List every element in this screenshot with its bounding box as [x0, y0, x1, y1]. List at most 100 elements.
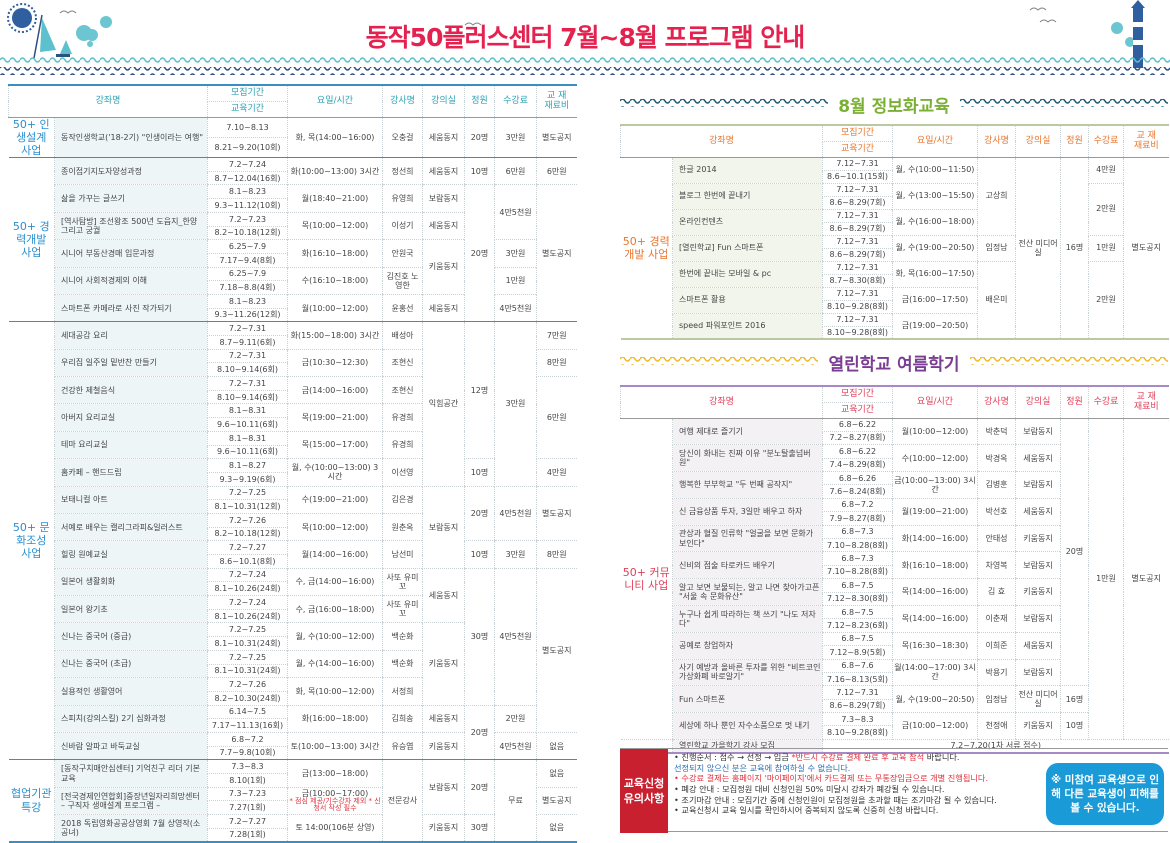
fee-cell: 2만원: [1088, 261, 1124, 340]
recruit-period: 6.8~7.3: [822, 551, 893, 566]
header-fee: 수강료: [1088, 386, 1124, 419]
edu-period: 7.27(1회): [207, 800, 288, 816]
schedule-cell: 수, 금(16:00~18:00): [287, 595, 383, 624]
schedule-cell: 수(16:10~18:00): [287, 267, 383, 295]
room-cell: 익힘공간: [422, 321, 465, 487]
category-cell: 협업기관 특강: [8, 759, 55, 843]
table-row-sub: 8.10(1회): [9, 773, 577, 788]
teacher-cell: 유승엽: [382, 732, 423, 761]
schedule-cell: 수(10:00~12:00): [892, 444, 978, 473]
course-name: 우리집 일주일 밑반찬 만들기: [54, 349, 208, 378]
course-name: 2018 독립영화공공상영회 7월 상영작(소공녀): [54, 814, 208, 843]
table-row: 당신이 화내는 진짜 이유 "분노탈출넘버원" 6.8~6.22 수(10:00~1…: [621, 444, 1169, 473]
schedule-cell: 화(16:10~18:00): [892, 551, 978, 580]
course-name: 일본어 왕기초: [54, 595, 208, 624]
teacher-cell: 배성아: [382, 321, 423, 350]
recruit-period: 7.2~7.24: [207, 595, 288, 610]
recruit-period: 6.14~7.5: [207, 705, 288, 720]
header-material-1: 교 재: [1136, 391, 1156, 402]
schedule-cell: 화, 목(10:00~12:00): [287, 677, 383, 706]
course-name: 공예로 창업하자: [672, 632, 823, 660]
footer-name: 열린학교 가을학기 강사 모집: [672, 739, 823, 754]
edu-period: 8.1~10.31(12회): [207, 499, 288, 514]
schedule-text: 목(10:00~12:00): [301, 221, 369, 231]
schedule-text: 금(10:00~12:00): [901, 721, 969, 731]
edu-period: 7.7~9.8(10회): [207, 746, 288, 761]
sun-icon: [7, 3, 37, 33]
page-title: 동작50플러스센터 7월~8월 프로그램 안내: [365, 23, 806, 52]
header-cap: 정원: [464, 85, 495, 118]
table-row: 보태니컬 아트 7.2~7.25 수(19:00~21:00) 김은경 보람동지 20명 4…: [9, 486, 577, 569]
recruit-period: 8.1~8.27: [207, 458, 288, 473]
table-row: 블로그 한번에 끝내기 7.12~7.31 월, 수(13:00~15:50) 2만원: [621, 183, 1169, 236]
recruit-period: 7.2~7.25: [207, 486, 288, 501]
table-row: 스마트폰 카메라로 사진 작가되기 8.1~8.23 월(10:00~12:00) 윤…: [9, 294, 577, 323]
section-title-text: 열린학교 여름학기: [818, 355, 970, 375]
recruit-period: 6.25~7.9: [207, 267, 288, 282]
room-cell: 키움동지: [1015, 525, 1061, 553]
teacher-cell: 윤홍선: [382, 294, 423, 323]
edu-period: 8.1~10.26(24회): [207, 581, 288, 597]
teacher-cell: 사또 유미꼬: [382, 568, 423, 597]
header-edu-period: 교육기간: [207, 101, 288, 118]
schedule-cell: 월, 수(13:00~15:50): [892, 183, 978, 210]
teacher-cell: 박춘덕: [977, 418, 1016, 446]
category-cell: 50+ 커뮤니티 사업: [620, 418, 673, 740]
table-row-sub: 8.6~8.29(7회): [621, 248, 1169, 262]
cap-cell: 12명: [464, 321, 495, 460]
schedule-cell: 금(10:00~12:00): [892, 712, 978, 740]
course-name-text: 시니어 부동산경매 입문과정: [61, 248, 155, 258]
table-row: [전국경제인연합회]중장년일자리희망센터 – 구직자 생애설계 프로그램 – 7.…: [9, 787, 577, 816]
table-row-sub: 7.17~11.13(16회): [9, 718, 577, 733]
room-cell: 보람동지: [422, 184, 465, 213]
cap-cell: 20명: [464, 184, 495, 323]
edu-period: 8.6~8.29(7회): [822, 699, 893, 714]
fee-cell: 1만원: [494, 267, 537, 295]
fee-cell: 4만원: [1088, 157, 1124, 184]
course-name-text: 신나는 중국어 (중급): [61, 632, 132, 642]
room-cell: 키움동지: [422, 239, 465, 295]
teacher-cell: 오충걸: [382, 117, 423, 159]
room-cell: 세움동지: [422, 294, 465, 323]
schedule-cell: 금(10:30~12:30): [287, 349, 383, 378]
table-row-sub: 8.1~10.31(12회): [9, 499, 577, 514]
schedule-text: 토 14:00(106분 상영): [295, 823, 375, 833]
schedule-cell: 월, 수(19:00~20:50): [892, 685, 978, 714]
notice-text: • 진행순서 : 접수 → 선정 → 입금: [674, 752, 792, 762]
recruit-period: 6.8~7.2: [207, 732, 288, 747]
mat-cell: 7만원: [536, 321, 577, 350]
header-material-2: 재료비: [1133, 402, 1159, 413]
recruit-period: 7.10~8.13: [207, 117, 288, 138]
edu-period: 8.10~9.28(8회): [822, 300, 893, 314]
schedule-text: 수(10:00~12:00): [901, 453, 969, 463]
course-name-text: 동작인생학교('18-2기) "인생이라는 여행": [61, 132, 204, 142]
table-row-sub: 8.7~12.04(16회): [9, 171, 577, 186]
table-row-sub: 7.12~8.23(6회): [621, 618, 1169, 633]
cap-cell: 20명: [1060, 418, 1089, 687]
course-name: 실용적인 생활영어: [54, 677, 208, 706]
edu-period: 8.6~10.1(15회): [822, 170, 893, 184]
edu-period: 8.10~9.14(6회): [207, 390, 288, 405]
table-row: 신 금융상품 투자, 3일만 배우고 하자 6.8~7.2 월(19:00~21:0…: [621, 498, 1169, 526]
edu-period: 9.6~10.11(6회): [207, 417, 288, 432]
table-row-sub: 7.18~8.8(4회): [9, 280, 577, 295]
recruit-period: 8.1~8.23: [207, 184, 288, 200]
table-row: 행복한 부부학교 "두 번째 공작지" 6.8~6.26 금(10:00~13:00…: [621, 471, 1169, 499]
course-name: 동작인생학교('18-2기) "인생이라는 여행": [54, 117, 208, 159]
mat-cell: 4만원: [536, 458, 577, 487]
cap-cell: 30명: [464, 814, 495, 843]
fee-cell: 3만원: [494, 321, 537, 487]
cap-cell: 10명: [464, 157, 495, 186]
course-name: [전국경제인연합회]중장년일자리희망센터 – 구직자 생애설계 프로그램 –: [54, 787, 208, 816]
course-name: 신바람 알파고 바둑교실: [54, 732, 208, 761]
table-row: 테마 요리교실 8.1~8.31 목(15:00~17:00) 유경희: [9, 431, 577, 460]
course-name-text: 우리집 일주일 밑반찬 만들기: [61, 358, 157, 368]
table-row-sub: 8.10~9.28(8회): [621, 300, 1169, 314]
schedule-cell: 월, 수(16:00~18:00): [892, 209, 978, 236]
table-row: 서예로 배우는 캘리그라피&일러스트 7.2~7.26 목(10:00~12:00)…: [9, 513, 577, 542]
schedule-text: 목(10:00~12:00): [301, 522, 369, 532]
edu-period: 7.6~8.24(8회): [822, 484, 893, 499]
table-row-sub: 8.2~10.30(24회): [9, 691, 577, 706]
edu-period: 7.16~8.13(5회): [822, 672, 893, 687]
table-row-sub: 8.7~9.11(6회): [9, 335, 577, 350]
